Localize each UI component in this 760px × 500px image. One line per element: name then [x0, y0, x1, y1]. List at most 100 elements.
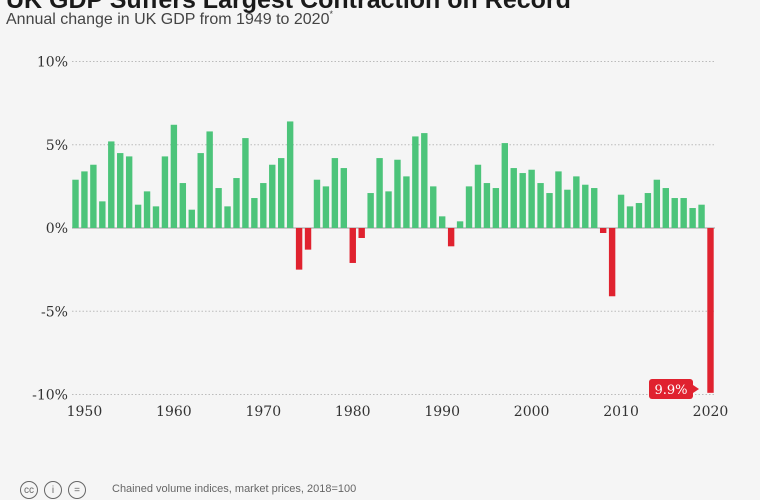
bar-2000 [528, 169, 535, 228]
bar-1981 [358, 228, 365, 238]
bar-2006 [582, 184, 589, 228]
bar-1987 [412, 136, 419, 228]
bar-1996 [492, 188, 500, 228]
bar-1979 [340, 168, 348, 228]
bar-2018 [689, 208, 696, 228]
bar-2004 [564, 189, 571, 228]
nd-icon[interactable]: = [68, 481, 86, 499]
bar-2002 [546, 193, 553, 228]
y-tick-label: -5% [41, 304, 68, 320]
bar-1988 [421, 133, 428, 228]
bar-1975 [304, 228, 312, 250]
y-tick-label: 10% [37, 55, 68, 71]
bar-1967 [233, 178, 240, 228]
x-tick-label: 1950 [67, 404, 103, 420]
bar-2013 [644, 193, 652, 228]
x-tick-label: 1990 [424, 404, 460, 420]
y-tick-label: 0% [46, 221, 68, 237]
y-tick-label: 5% [46, 138, 68, 154]
bar-1984 [385, 191, 392, 228]
bar-1995 [483, 183, 491, 228]
x-tick-label: 1960 [156, 404, 192, 420]
bar-2011 [626, 206, 634, 228]
bar-1949 [72, 179, 79, 228]
bar-1974 [295, 228, 303, 270]
by-icon[interactable]: i [44, 481, 62, 499]
bar-1998 [510, 168, 517, 228]
bar-1969 [251, 198, 258, 228]
annotation-box [649, 379, 693, 399]
bar-1986 [403, 176, 410, 228]
bar-1970 [260, 183, 267, 228]
bar-1963 [197, 153, 204, 228]
license-icons: cc i = [20, 480, 86, 500]
bar-1961 [179, 183, 187, 228]
bar-2009 [608, 228, 616, 297]
bar-1951 [90, 164, 97, 228]
bar-2019 [698, 204, 705, 228]
bar-1985 [394, 159, 401, 228]
bar-1976 [313, 179, 321, 228]
grid-lines [72, 61, 715, 395]
bar-1982 [367, 193, 374, 228]
bar-2012 [635, 203, 643, 228]
bar-1989 [430, 186, 437, 228]
bar-1977 [322, 186, 330, 228]
bar-2020 [707, 228, 714, 393]
bar-2016 [671, 198, 678, 228]
bar-2003 [555, 171, 562, 228]
bar-2008 [599, 228, 607, 233]
bar-1950 [81, 171, 88, 228]
bar-1958 [152, 206, 160, 228]
bar-1952 [99, 201, 106, 228]
y-axis-labels: 10% 5% 0% -5% -10% [32, 55, 68, 404]
bar-2007 [591, 188, 598, 228]
annotation-label: 9.9% [654, 383, 687, 398]
bar-1973 [286, 121, 294, 228]
bar-1966 [224, 206, 231, 228]
bar-1999 [519, 173, 526, 228]
bar-1994 [474, 164, 482, 228]
x-tick-label: 2010 [603, 404, 639, 420]
y-tick-label: -10% [32, 388, 68, 404]
bar-1972 [278, 158, 285, 228]
x-tick-label: 1980 [335, 404, 371, 420]
bar-2014 [653, 179, 661, 228]
subtitle-footnote-mark: * [329, 9, 333, 19]
bar-1956 [134, 204, 142, 228]
bar-1962 [188, 209, 195, 228]
annotation-pointer [693, 385, 699, 393]
chart-title: UK GDP Suffers Largest Contraction on Re… [6, 0, 571, 14]
x-tick-label: 1970 [245, 404, 281, 420]
bar-1983 [376, 158, 383, 228]
bar-1960 [170, 124, 178, 228]
bar-1992 [456, 221, 464, 228]
bar-1955 [125, 156, 133, 228]
bar-1971 [269, 164, 276, 228]
bar-2015 [662, 188, 669, 228]
bar-1953 [108, 141, 115, 228]
bar-2017 [680, 198, 687, 228]
x-tick-label: 2020 [693, 404, 729, 420]
bar-1993 [465, 186, 473, 228]
bar-1954 [117, 153, 124, 228]
cc-icon[interactable]: cc [20, 481, 38, 499]
x-axis-labels: 1950 1960 1970 1980 1990 2000 2010 2020 [67, 404, 729, 420]
bar-2010 [617, 194, 625, 228]
bar-1991 [447, 228, 455, 247]
bar-1968 [242, 138, 249, 228]
footnote: Chained volume indices, market prices, 2… [112, 483, 357, 495]
bar-1959 [161, 156, 169, 228]
bar-1964 [206, 131, 213, 228]
bars [72, 121, 714, 393]
bar-1957 [143, 191, 151, 228]
bar-1990 [438, 216, 446, 228]
bar-2001 [537, 183, 544, 228]
bar-1965 [215, 188, 222, 228]
bar-2005 [573, 176, 580, 228]
chart-subtitle: Annual change in UK GDP from 1949 to 202… [6, 9, 333, 29]
x-tick-label: 2000 [514, 404, 550, 420]
bar-1997 [501, 143, 508, 228]
bar-1980 [349, 228, 356, 263]
